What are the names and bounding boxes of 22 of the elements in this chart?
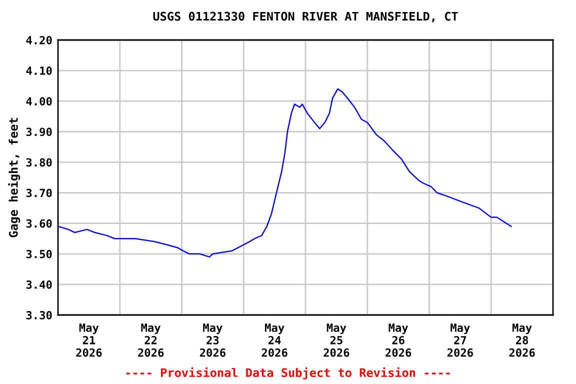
y-tick-label: 3.50 (26, 250, 52, 258)
y-tick-label: 4.00 (26, 97, 52, 106)
text: ---- Provisional Data Subject to Revision ---- (126, 367, 450, 380)
x-tick-label: May 21 2026 (76, 324, 102, 357)
y-tick-label: 3.60 (26, 219, 52, 228)
x-tick-label: May 28 2026 (509, 324, 535, 357)
line-series (58, 88, 512, 258)
chart-title: USGS 01121330 FENTON RIVER AT MANSFIELD, CT (153, 12, 458, 22)
y-tick-label: 4.20 (26, 36, 52, 44)
y-tick-label: 4.10 (26, 66, 52, 75)
y-tick-label: 3.70 (26, 188, 52, 198)
y-axis-title: Gage height, feet (8, 118, 20, 238)
x-tick-label: May 22 2026 (138, 324, 164, 357)
y-tick-label: 3.90 (26, 128, 52, 136)
y-tick-label: 3.80 (26, 158, 52, 167)
x-tick-label: May 27 2026 (447, 324, 473, 357)
x-tick-label: May 23 2026 (200, 324, 226, 357)
x-tick-label: May 24 2026 (262, 324, 288, 357)
x-tick-label: May 26 2026 (386, 324, 412, 357)
y-tick-label: 3.30 (26, 310, 52, 320)
y-tick-label: 3.40 (26, 280, 52, 289)
x-tick-label: May 25 2026 (324, 324, 350, 357)
